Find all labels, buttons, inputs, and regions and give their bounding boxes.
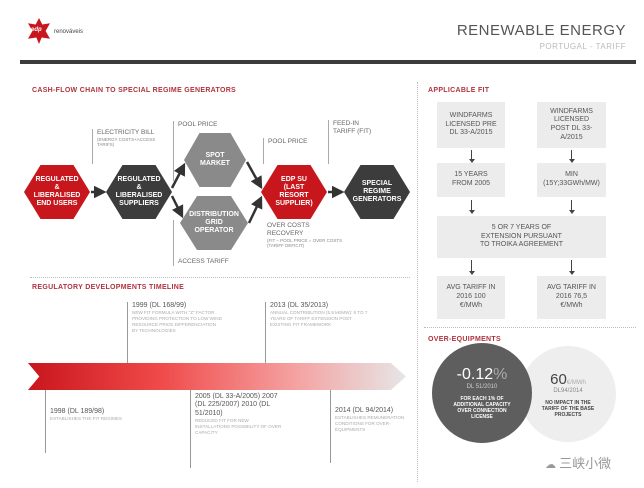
label-electricity-bill: ELECTRICITY BILL (ENERGY COSTS+ACCESS TAR… <box>92 129 172 164</box>
timeline-event-1998: 1998 (DL 189/98) ESTABLISHES THE FIT REGI… <box>45 390 125 453</box>
c1-unit: % <box>493 365 508 383</box>
arrow-down <box>568 150 575 163</box>
wechat-icon: ☁ <box>545 459 560 471</box>
fit-post: WINDFARMS LICENSED POST DL 33-A/2015 <box>537 102 606 148</box>
timeline-event-1999: 1999 (DL 168/99) NEW FIT FORMULA WITH "Z"… <box>127 302 222 363</box>
page-title: RENEWABLE ENERGY <box>456 22 626 39</box>
divider <box>424 327 636 328</box>
arrow-down <box>468 200 475 214</box>
timeline-event-2014: 2014 (DL 94/2014) ESTABLISHES REMUNERATIO… <box>330 390 412 463</box>
arrow-down <box>568 200 575 214</box>
logo-text: renováveis <box>54 29 84 35</box>
arrow <box>245 161 263 190</box>
fit-min: MIN (15Y;33GWh/MW) <box>537 163 606 197</box>
timeline-event-2013: 2013 (DL 35/2013) ANNUAL CONTRIBUTION (5.… <box>265 302 370 363</box>
divider-vertical <box>417 82 418 482</box>
fit-years: 15 YEARS FROM 2005 <box>437 163 505 197</box>
over-title: OVER-EQUIPMENTS <box>428 336 501 343</box>
arrow <box>170 162 186 189</box>
arrow-down <box>468 150 475 163</box>
circle-light: 60€/MWh DL94/2014 NO IMPACT IN THE TARIF… <box>520 346 616 442</box>
node-suppliers: REGULATED & LIBERALISED SUPPLIERS <box>106 165 172 219</box>
c2-text: NO IMPACT IN THE TARIFF OF THE BASE PROJ… <box>541 399 595 418</box>
logo <box>28 18 50 44</box>
logo-mark: edp <box>31 27 42 33</box>
c2-ref: DL94/2014 <box>553 387 583 394</box>
label-pool-price-2: POOL PRICE <box>263 138 308 164</box>
c2-value: 60 <box>550 370 567 388</box>
c1-value: -0.12 <box>456 365 494 383</box>
label-access-tariff: ACCESS TARIFF <box>173 220 229 266</box>
arrow-down <box>468 260 475 275</box>
arrow <box>247 195 263 224</box>
header-bar <box>20 60 636 64</box>
fit-pre: WINDFARMS LICENSED PRE DL 33-A/2015 <box>437 102 505 148</box>
fit-title: APPLICABLE FIT <box>428 87 490 94</box>
node-special-regime: SPECIAL REGIME GENERATORS <box>344 165 410 219</box>
divider <box>30 277 410 278</box>
fit-avg-pre: AVG TARIFF IN 2016 100 €/MWh <box>437 276 505 319</box>
c2-unit: €/MWh <box>566 379 586 386</box>
c1-ref: DL 51/2010 <box>466 383 498 390</box>
fit-extension: 5 OR 7 YEARS OF EXTENSION PURSUANT TO TR… <box>437 216 606 258</box>
timeline-arrow <box>28 363 406 390</box>
timeline-event-2005: 2005 (DL 33-A/2005) 2007 (DL 225/2007) 2… <box>190 390 285 468</box>
label-pool-price: POOL PRICE <box>173 121 218 181</box>
node-end-users: REGULATED & LIBERALISED END USERS <box>24 165 90 219</box>
arrow-down <box>568 260 575 275</box>
cashflow-title: CASH-FLOW CHAIN TO SPECIAL REGIME GENERA… <box>32 87 237 94</box>
watermark: ☁ 三峡小微 <box>545 456 612 471</box>
label-feed-in-tariff: FEED-IN TARIFF (FIT) <box>328 120 373 164</box>
fit-avg-post: AVG TARIFF IN 2016 76,5 €/MWh <box>537 276 606 319</box>
c1-text: FOR EACH 1% OF ADDITIONAL CAPACITY OVER … <box>453 395 511 421</box>
arrow <box>170 195 184 219</box>
circle-dark: -0.12% DL 51/2010 FOR EACH 1% OF ADDITIO… <box>432 343 532 443</box>
label-over-costs: OVER COSTS RECOVERY (FIT – POOL PRICE = O… <box>267 222 343 248</box>
node-edp-su: EDP SU (LAST RESORT SUPPLIER) <box>261 165 327 219</box>
page-subtitle: PORTUGAL - TARIFF <box>539 42 626 51</box>
timeline-title: REGULATORY DEVELOPMENTS TIMELINE <box>32 284 185 291</box>
flow-arrows <box>91 161 345 224</box>
